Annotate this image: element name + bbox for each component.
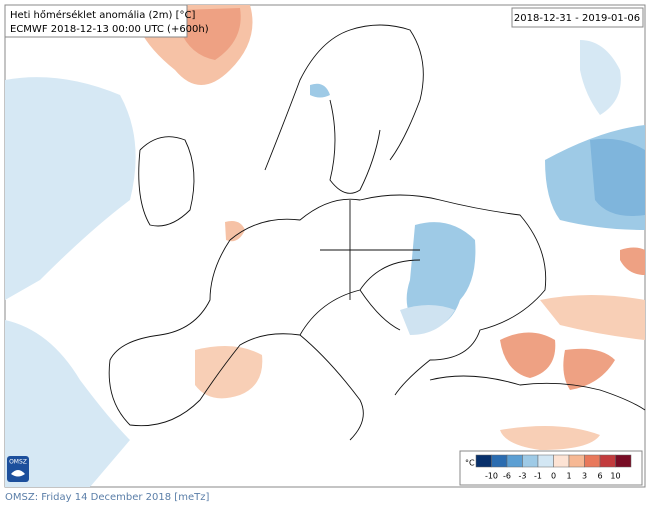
legend-swatch bbox=[615, 454, 632, 468]
period: 2018-12-31 - 2019-01-06 bbox=[514, 13, 640, 24]
borders bbox=[108, 24, 646, 441]
legend-swatch bbox=[506, 454, 523, 468]
legend-swatch bbox=[537, 454, 554, 468]
legend-swatch bbox=[475, 454, 492, 468]
legend-label: -6 bbox=[503, 472, 511, 481]
legend-label: -1 bbox=[534, 472, 542, 481]
legend-swatch bbox=[599, 454, 616, 468]
legend-label: 1 bbox=[566, 472, 571, 481]
legend-label: 6 bbox=[597, 472, 602, 481]
legend-swatch bbox=[584, 454, 601, 468]
subtitle: ECMWF 2018-12-13 00:00 UTC (+600h) bbox=[10, 24, 209, 35]
title: Heti hőmérséklet anomália (2m) [°C] bbox=[10, 9, 195, 21]
legend-label: 10 bbox=[610, 472, 620, 481]
legend-label: -3 bbox=[519, 472, 527, 481]
legend-swatch bbox=[522, 454, 539, 468]
period-box: 2018-12-31 - 2019-01-06 bbox=[511, 7, 644, 28]
map-frame bbox=[4, 4, 646, 488]
legend-swatch bbox=[553, 454, 570, 468]
legend-label: 0 bbox=[551, 472, 556, 481]
legend-label: 3 bbox=[582, 472, 587, 481]
legend-swatch bbox=[491, 454, 508, 468]
logo: OMSZ bbox=[7, 456, 29, 482]
footer: OMSZ: Friday 14 December 2018 [meTz] bbox=[5, 492, 209, 503]
title-box: Heti hőmérséklet anomália (2m) [°C] ECMW… bbox=[4, 4, 209, 38]
legend: °C -10 -6 -3 -1 0 1 3 6 10 bbox=[459, 450, 643, 486]
legend-swatch bbox=[568, 454, 585, 468]
legend-unit: °C bbox=[465, 459, 475, 468]
logo-text: OMSZ bbox=[9, 459, 27, 466]
legend-label: -10 bbox=[485, 472, 498, 481]
anomaly-fields bbox=[5, 5, 645, 487]
